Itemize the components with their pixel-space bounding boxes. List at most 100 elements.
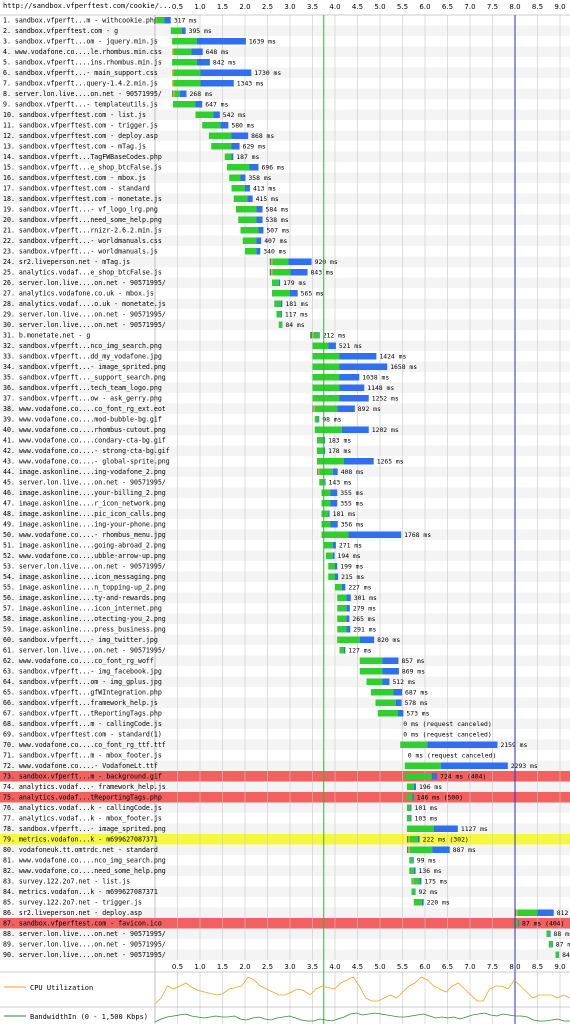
row-background (0, 918, 570, 929)
tick-label-top: 8.5 (532, 3, 543, 11)
request-duration: 1202 ms (372, 426, 399, 434)
request-duration: 187 ms (236, 153, 259, 161)
dns-segment (312, 405, 314, 412)
download-segment (318, 416, 320, 423)
ttfb-segment (321, 500, 331, 507)
ttfb-segment (174, 90, 180, 97)
request-duration: 356 ms (341, 521, 364, 529)
download-segment (335, 563, 338, 570)
download-segment (245, 185, 250, 192)
ttfb-segment (276, 311, 281, 318)
ttfb-segment (313, 332, 319, 339)
ttfb-segment (317, 458, 344, 465)
row-background (0, 582, 570, 593)
row-background (0, 813, 570, 824)
download-segment (410, 804, 412, 811)
request-label: 69. sandbox.vfperftest.com - standard(1) (3, 731, 162, 739)
request-label: 89. server.lon.live....on.net - 90571995… (3, 941, 166, 949)
download-segment (324, 479, 326, 486)
request-duration: 181 ms (285, 300, 308, 308)
download-segment (330, 489, 338, 496)
row-background (0, 865, 570, 876)
request-label: 11. sandbox.vfperftest.com - trigger.js (3, 122, 158, 130)
download-segment (256, 237, 262, 244)
request-label: 73. sandbox.vfperft...m - background.gif (3, 773, 162, 781)
tick-label-top: 0.5 (172, 3, 183, 11)
row-background (0, 298, 570, 309)
download-segment (328, 342, 336, 349)
ttfb-segment (202, 122, 221, 129)
request-duration: 724 ms (404) (440, 773, 486, 781)
request-duration: 1424 ms (379, 353, 406, 361)
request-duration: 395 ms (189, 27, 212, 35)
connect-segment (412, 878, 414, 885)
request-label: 79. metrics.vodafon...k - m699627087371 (3, 836, 158, 844)
request-label: 20. sandbox.vfperft...need_some_help.png (3, 216, 162, 224)
request-duration: 196 ms (419, 783, 442, 791)
row-background (0, 876, 570, 887)
request-label: 10. sandbox.vfperftest.com - list.js (3, 111, 146, 119)
request-label: 2. sandbox.vfperftest.com - g (3, 27, 118, 35)
request-duration: 1038 ms (362, 374, 389, 382)
tick-label-bottom: 4.5 (352, 963, 363, 971)
row-background (0, 120, 570, 131)
row-background (0, 949, 570, 960)
request-label: 82. www.vodafone.co....need_some_help.pn… (3, 867, 166, 875)
connect-segment (173, 90, 175, 97)
request-label: 49. image.askonline....ing-your-phone.pn… (3, 521, 166, 529)
row-background (0, 687, 570, 698)
row-background (0, 246, 570, 257)
request-duration: 629 ms (243, 143, 266, 151)
row-background (0, 823, 570, 834)
row-background (0, 214, 570, 225)
ttfb-segment (236, 206, 257, 213)
row-background (0, 855, 570, 866)
download-segment (427, 741, 498, 748)
request-label: 29. server.lon.live....on.net - 90571995… (3, 311, 166, 319)
row-background (0, 340, 570, 351)
request-label: 15. sandbox.vfperft...e_shop_btcFalse.js (3, 164, 162, 172)
ttfb-segment (242, 237, 257, 244)
tick-label-top: 5.0 (374, 3, 385, 11)
request-duration: 143 ms (329, 479, 352, 487)
download-segment (278, 279, 281, 286)
request-label: 34. sandbox.vfperft...- image_sprited.pn… (3, 363, 166, 371)
page-url: http://sandbox.vfperftest.com/cookie/... (3, 2, 172, 10)
row-background (0, 886, 570, 897)
download-segment (330, 500, 338, 507)
request-label: 81. www.vodafone.co....nco_img_search.pn… (3, 857, 166, 865)
request-duration: 1658 ms (390, 363, 417, 371)
download-segment (332, 542, 336, 549)
row-background (0, 372, 570, 383)
row-background (0, 792, 570, 803)
request-duration: 1730 ms (254, 69, 281, 77)
request-label: 42. www.vodafone.co....- strong-cta-bg.g… (3, 447, 170, 455)
dns-segment (269, 269, 272, 276)
request-label: 65. sandbox.vfperft...gfWIntegration.php (3, 689, 162, 697)
request-duration: 687 ms (405, 689, 428, 697)
ttfb-segment (321, 531, 349, 538)
download-segment (249, 164, 259, 171)
request-label: 8. server.lon.live....on.net - 90571995/ (3, 90, 162, 98)
download-segment (182, 27, 186, 34)
request-duration: 127 ms (348, 647, 371, 655)
request-label: 38. www.vodafone.co....co_font_rg_ext.eo… (3, 405, 166, 413)
ttfb-segment (407, 815, 411, 822)
request-duration: 1639 ms (249, 38, 276, 46)
row-background (0, 907, 570, 918)
download-segment (341, 426, 369, 433)
ttfb-segment (323, 542, 333, 549)
ttfb-segment (339, 647, 344, 654)
row-background (0, 634, 570, 645)
request-duration: 279 ms (353, 605, 376, 613)
ttfb-segment (413, 878, 420, 885)
ttfb-segment (211, 143, 232, 150)
download-segment (382, 657, 399, 664)
row-background (0, 939, 570, 950)
ttfb-segment (548, 941, 552, 948)
row-background (0, 78, 570, 89)
ttfb-segment (321, 510, 329, 517)
ttfb-segment (173, 48, 192, 55)
request-label: 39. www.vodafone.co....mod-bubble-bg.gif (3, 416, 162, 424)
row-background (0, 771, 570, 782)
